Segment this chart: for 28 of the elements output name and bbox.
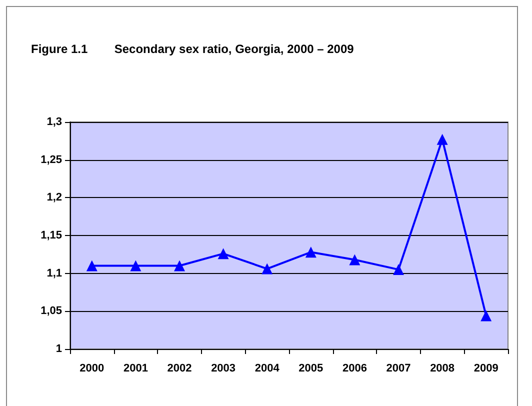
y-tick-label: 1,25 (40, 154, 62, 166)
x-tick-label: 2003 (211, 362, 236, 374)
y-tick-label: 1,05 (40, 305, 62, 318)
y-tick-label: 1 (56, 343, 62, 355)
point (480, 310, 492, 322)
x-tick-label: 2004 (254, 362, 280, 374)
point (349, 254, 360, 266)
x-tick-label: 2009 (474, 362, 498, 374)
point (393, 264, 404, 276)
point (130, 260, 142, 272)
y-tick-label: 1,2 (46, 192, 62, 204)
point (305, 246, 316, 258)
chart-title: Figure 1.1 Secondary sex ratio, Georgia, 2000 – 2009 (31, 42, 354, 56)
x-tick-label: 2006 (342, 362, 367, 374)
x-tick-label: 2000 (80, 362, 104, 374)
point (86, 260, 98, 272)
point (262, 263, 273, 274)
point (174, 260, 185, 272)
y-tick-label: 1,15 (40, 230, 62, 242)
point (436, 134, 448, 145)
y-tick-label: 1,3 (46, 116, 62, 128)
point (218, 248, 229, 260)
x-tick-label: 2008 (430, 362, 455, 374)
x-tick-label: 2002 (167, 362, 192, 374)
x-tick-label: 2007 (386, 362, 411, 374)
x-tick-label: 2001 (123, 362, 148, 374)
x-tick-label: 2005 (298, 362, 324, 374)
y-tick-label: 1,1 (46, 267, 62, 280)
